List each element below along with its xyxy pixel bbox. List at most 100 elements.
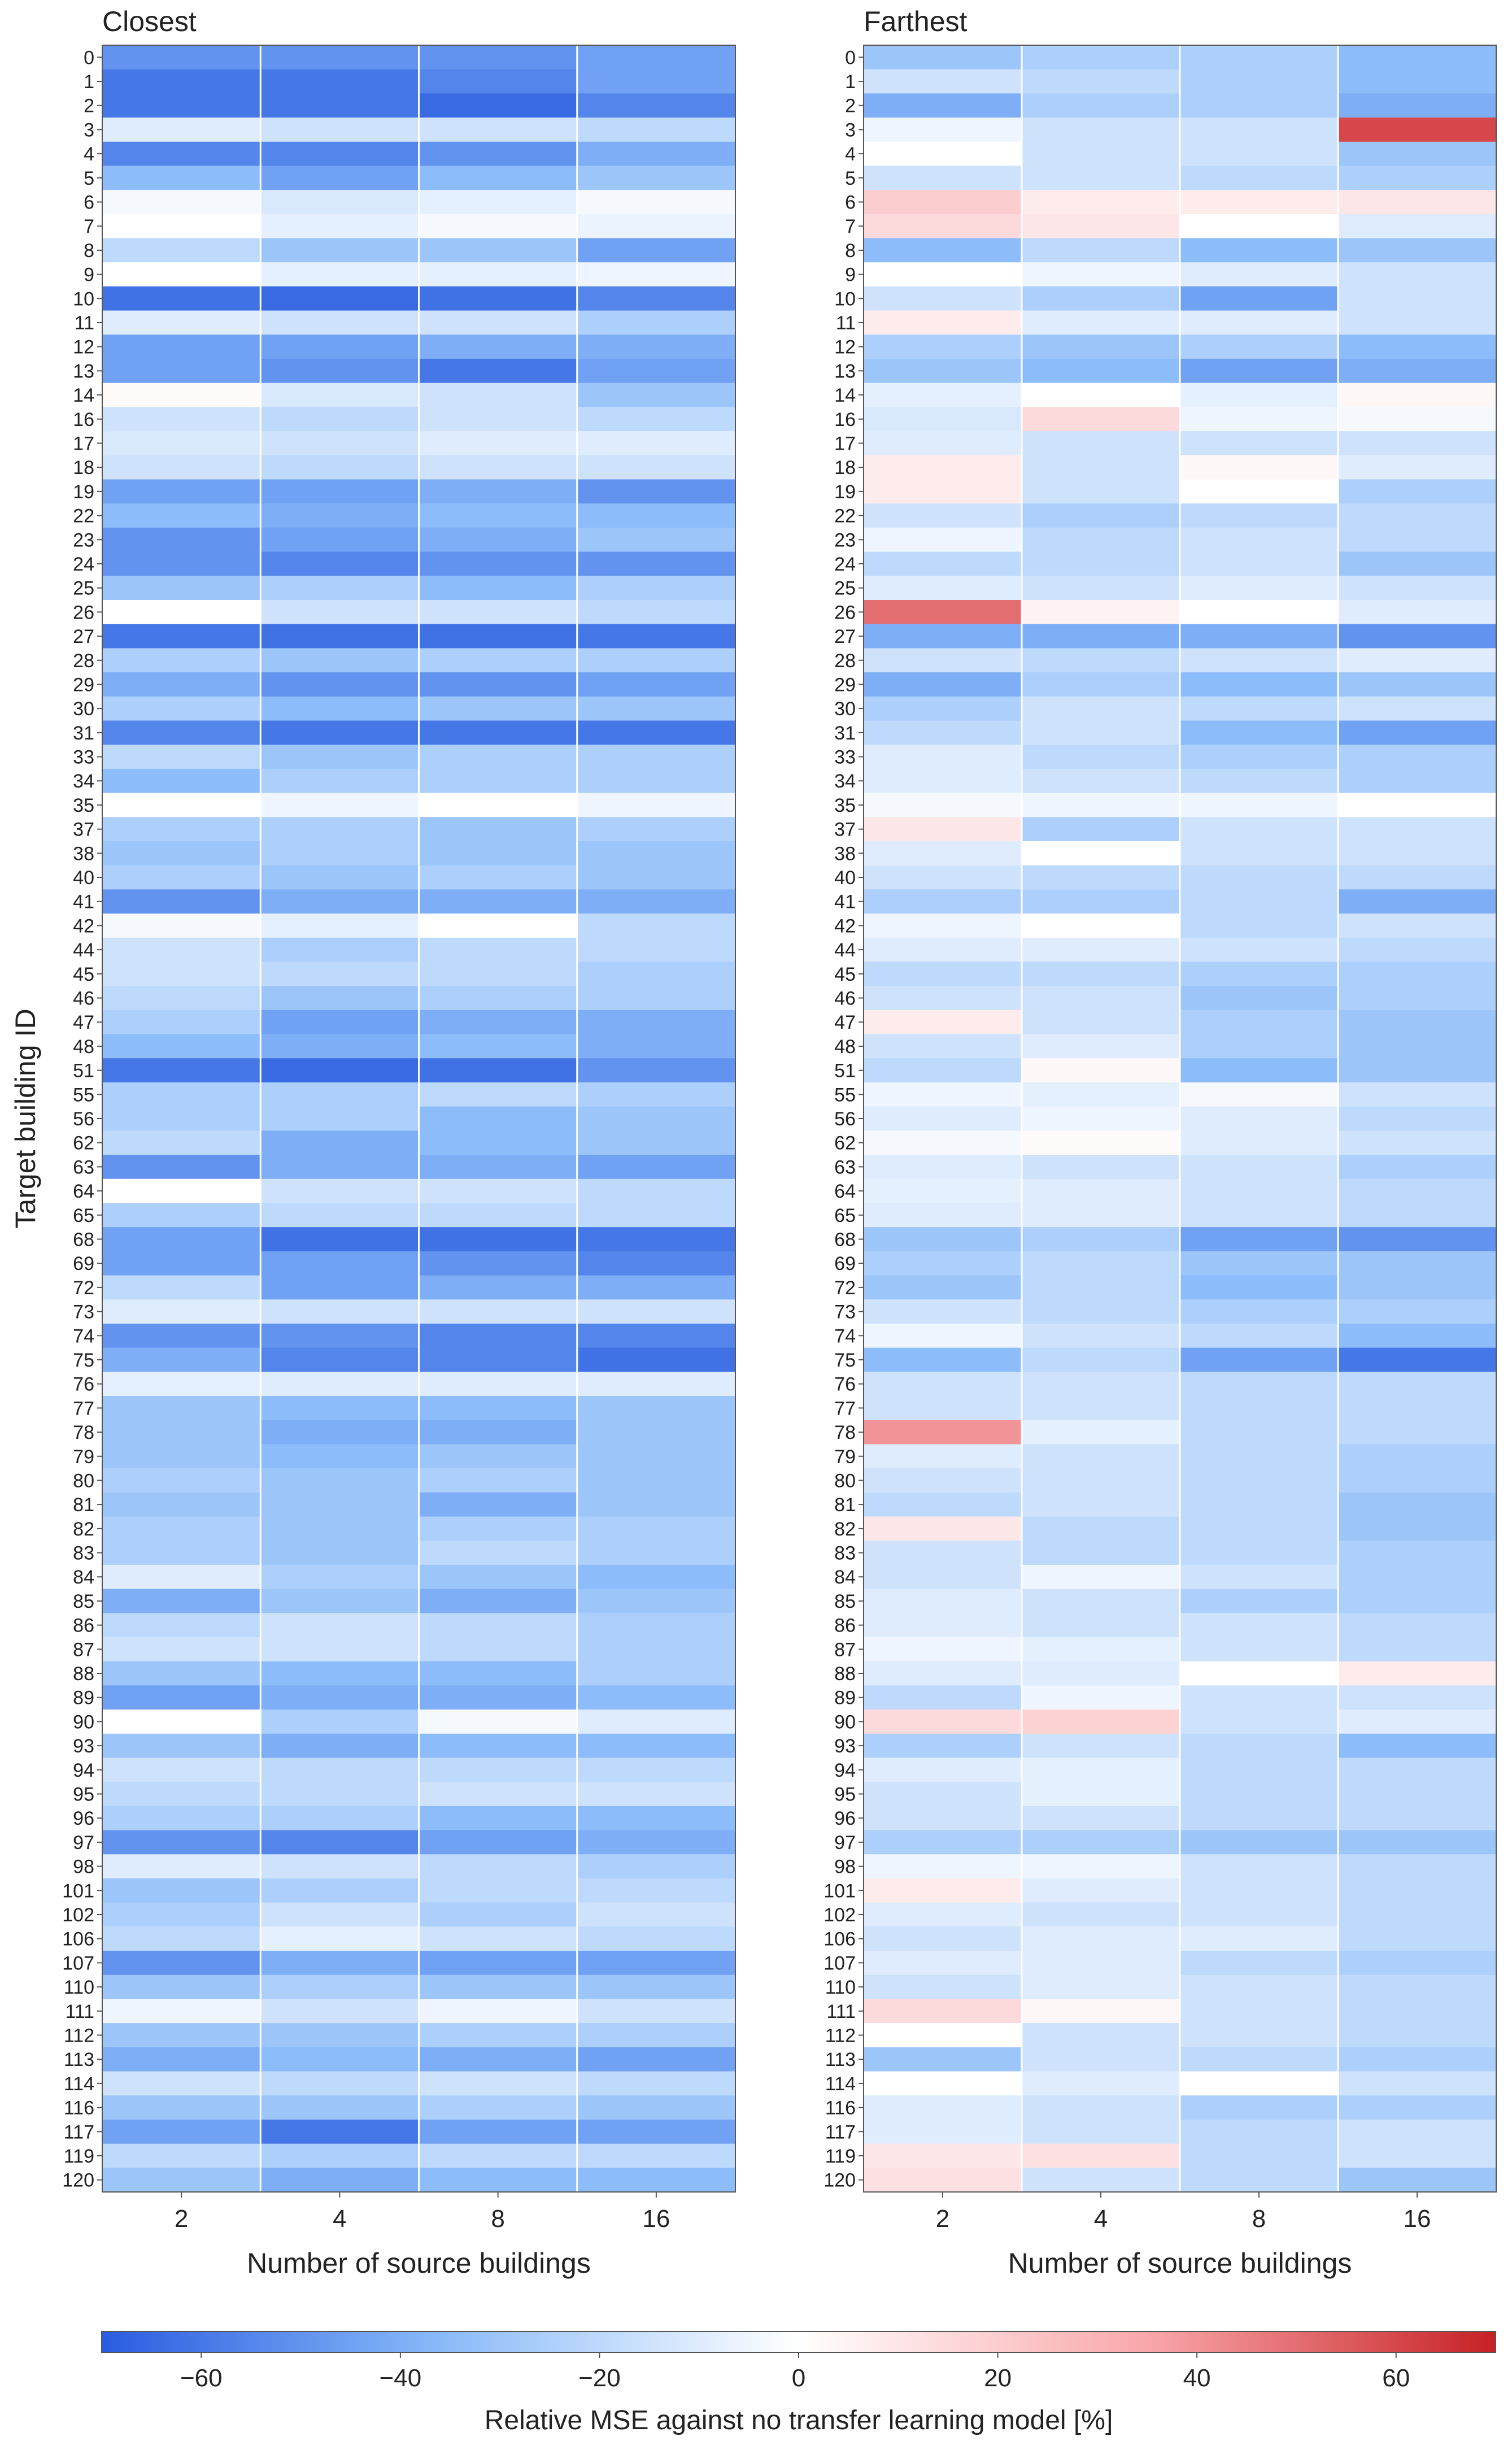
heatmap-cell: [419, 1492, 578, 1517]
heatmap-cell: [419, 889, 578, 914]
heatmap-cell: [1022, 1106, 1180, 1131]
y-tick-label: 48: [73, 1036, 94, 1058]
y-tick-label: 7: [845, 216, 856, 237]
y-tick-label: 89: [73, 1687, 94, 1709]
heatmap-cell: [1338, 2047, 1497, 2072]
heatmap-cell: [419, 1323, 578, 1349]
heatmap-cell: [577, 503, 736, 528]
y-tick-label: 19: [834, 481, 856, 503]
heatmap-cell: [1338, 1758, 1497, 1782]
heatmap-cell: [102, 1106, 261, 1131]
heatmap-cell: [1338, 1106, 1497, 1131]
heatmap-cell: [864, 1516, 1022, 1541]
heatmap-cell: [1180, 962, 1339, 986]
heatmap-cell: [260, 310, 420, 335]
heatmap-cell: [1338, 359, 1497, 384]
heatmap-cell: [1022, 696, 1180, 721]
heatmap-cell: [577, 286, 736, 311]
heatmap-cell: [864, 334, 1022, 359]
heatmap-cell: [577, 696, 736, 721]
y-tick-label: 89: [834, 1687, 856, 1709]
colorbar-tick-label: −40: [380, 2364, 422, 2392]
heatmap-cell: [1338, 334, 1497, 359]
heatmap-cell: [1338, 382, 1497, 408]
heatmap-cell: [102, 166, 261, 190]
y-tick-label: 46: [73, 988, 94, 1010]
heatmap-cell: [864, 527, 1022, 553]
heatmap-cell: [577, 1709, 736, 1734]
colorbar-gradient: [101, 2331, 1496, 2353]
y-tick-label: 72: [834, 1277, 856, 1299]
heatmap-cell: [1180, 672, 1339, 697]
heatmap-cell: [419, 962, 578, 986]
heatmap-cell: [260, 768, 420, 794]
y-tick-label: 25: [73, 578, 94, 599]
y-tick-label: 94: [834, 1760, 856, 1781]
y-tick-label: 84: [73, 1567, 94, 1588]
heatmaps-group: Closest012345678910111213141617181922232…: [10, 6, 1497, 2279]
heatmap-cell: [864, 1106, 1022, 1131]
heatmap-cell: [1338, 1999, 1497, 2024]
heatmap-cell: [419, 1251, 578, 1276]
heatmap-cell: [864, 1782, 1022, 1807]
y-tick-label: 51: [834, 1060, 856, 1082]
heatmap-cell: [1180, 1878, 1339, 1903]
heatmap-cell: [577, 1492, 736, 1517]
heatmap-cell: [577, 69, 736, 94]
y-tick-label: 5: [84, 168, 94, 189]
heatmap-cell: [260, 214, 420, 239]
heatmap-cell: [102, 334, 261, 359]
heatmap-cell: [864, 720, 1022, 745]
heatmap-cell: [102, 1516, 261, 1541]
heatmap-cell: [260, 431, 420, 456]
heatmap-cell: [577, 141, 736, 167]
heatmap-cell: [419, 937, 578, 963]
heatmap-cell: [1022, 1637, 1180, 1662]
heatmap-cell: [864, 479, 1022, 504]
heatmap-cell: [1338, 1806, 1497, 1831]
heatmap-cell: [1022, 889, 1180, 914]
heatmap-cell: [864, 455, 1022, 480]
heatmap-cell: [419, 841, 578, 866]
heatmap-cell: [102, 359, 261, 384]
heatmap-cell: [102, 118, 261, 142]
heatmap-cell: [1180, 1010, 1339, 1035]
heatmap-cell: [1338, 238, 1497, 263]
y-tick-label: 3: [84, 119, 94, 141]
y-tick-label: 119: [64, 2146, 94, 2167]
heatmap-cell: [1338, 1685, 1497, 1710]
y-tick-label: 25: [834, 578, 856, 599]
y-tick-label: 93: [834, 1735, 856, 1757]
heatmap-cell: [1180, 118, 1339, 142]
heatmap-cell: [1338, 2119, 1497, 2144]
heatmap-cell: [260, 1999, 420, 2024]
heatmap-cell: [577, 648, 736, 673]
heatmap-cell: [864, 1323, 1022, 1349]
y-tick-label: 42: [73, 915, 94, 937]
heatmap-cell: [1180, 2168, 1339, 2193]
heatmap-cell: [1180, 720, 1339, 745]
heatmap-cell: [260, 576, 420, 601]
heatmap-cell: [1022, 1299, 1180, 1324]
heatmap-cell: [419, 1733, 578, 1759]
heatmap-cell: [419, 1685, 578, 1710]
heatmap-cell: [419, 600, 578, 625]
heatmap-cell: [864, 1178, 1022, 1204]
heatmap-cell: [419, 2047, 578, 2072]
heatmap-cell: [102, 2168, 261, 2193]
heatmap-cell: [260, 1492, 420, 1517]
heatmap-cell: [577, 865, 736, 890]
x-tick-label: 16: [642, 2205, 670, 2233]
heatmap-cell: [260, 1854, 420, 1879]
heatmap-cell: [1180, 1974, 1339, 2000]
heatmap-cell: [577, 1926, 736, 1951]
heatmap-cell: [260, 1251, 420, 1276]
y-tick-label: 96: [73, 1808, 94, 1829]
heatmap-cell: [102, 238, 261, 263]
y-tick-label: 86: [73, 1615, 94, 1637]
heatmap-cell: [577, 1155, 736, 1180]
y-tick-label: 22: [834, 506, 856, 527]
heatmap-cell: [260, 359, 420, 384]
y-tick-label: 87: [73, 1639, 94, 1660]
y-tick-label: 116: [64, 2098, 94, 2119]
